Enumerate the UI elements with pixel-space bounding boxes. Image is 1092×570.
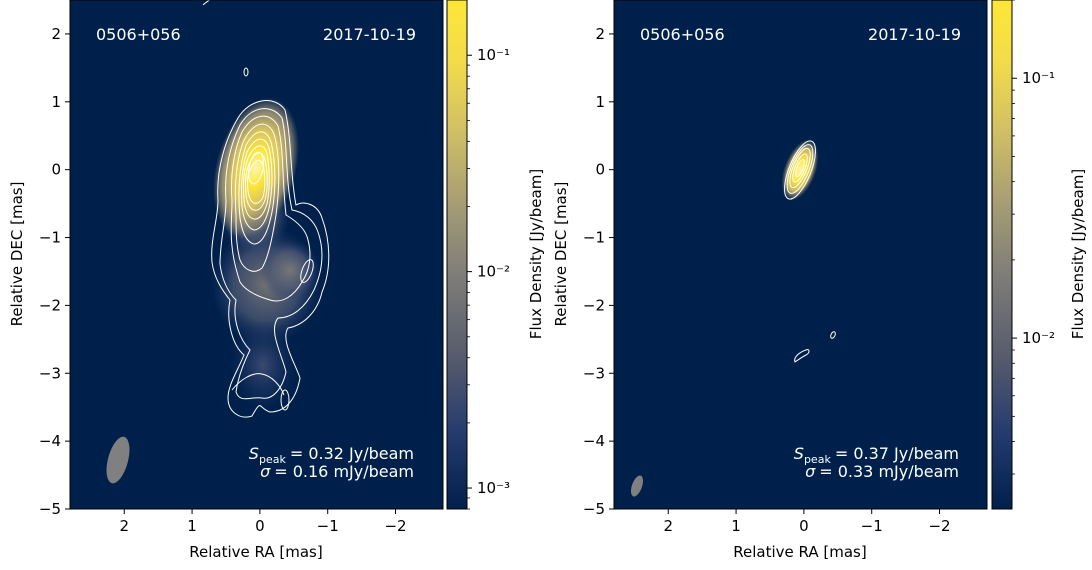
colorbar-ticks: 10⁻³ 10⁻² 10⁻¹ [467, 46, 510, 510]
contour [244, 152, 268, 211]
contours [202, 0, 330, 418]
date-label: 2017-10-19 [868, 25, 961, 44]
contour [230, 115, 311, 302]
panel-left: 0506+056 2017-10-19 Speak = 0.32 Jy/beam … [8, 0, 545, 561]
jet-component [231, 320, 295, 410]
y-tick-label: 2 [51, 25, 61, 43]
colorbar-tick-label: 10⁻² [1022, 329, 1055, 347]
x-tick-label: −2 [384, 517, 406, 535]
y-tick-label: 1 [595, 93, 605, 111]
contour [830, 331, 836, 339]
y-tick-label: −1 [583, 229, 605, 247]
contour [243, 67, 249, 77]
beam-ellipse [106, 436, 130, 484]
x-tick-label: −2 [928, 517, 950, 535]
contour [784, 140, 816, 200]
beam-ellipse [630, 475, 644, 497]
contour [219, 108, 323, 400]
x-tick-label: 0 [255, 517, 265, 535]
axis-ticks: 2 1 0 −1 −2 2 1 0 −1 −2 −3 −4 −5 [39, 25, 407, 535]
flux-image [106, 0, 330, 484]
colorbar-label: Flux Density [Jy/beam] [527, 169, 545, 339]
contours [784, 140, 836, 363]
peak-annotation: Speak = 0.37 Jy/beam [794, 444, 959, 466]
contour [238, 131, 276, 245]
colorbar-tick-label: 10⁻¹ [477, 46, 510, 64]
jet-component [260, 240, 320, 300]
y-axis-label: Relative DEC [mas] [552, 182, 570, 327]
contour [241, 138, 273, 231]
contour [211, 100, 330, 418]
contour [243, 145, 270, 220]
contour [202, 0, 211, 6]
colorbar [991, 0, 1013, 510]
sigma-annotation: σ = 0.33 mJy/beam [805, 462, 959, 481]
y-tick-label: −4 [583, 432, 605, 450]
source-label: 0506+056 [640, 25, 725, 44]
date-label: 2017-10-19 [323, 25, 416, 44]
x-tick-label: 2 [663, 517, 673, 535]
y-tick-label: −5 [39, 500, 61, 518]
y-tick-label: 1 [51, 93, 61, 111]
contour [248, 151, 264, 185]
y-tick-label: −3 [583, 364, 605, 382]
x-tick-label: 1 [187, 517, 197, 535]
y-tick-label: 0 [595, 161, 605, 179]
contour [246, 160, 266, 204]
colorbar-tick-label: 10⁻¹ [1022, 69, 1055, 87]
x-tick-label: −1 [317, 517, 339, 535]
colorbar-ticks: 10⁻² 10⁻¹ [1012, 0, 1055, 475]
contour [231, 373, 285, 396]
x-axis-label: Relative RA [mas] [733, 543, 866, 561]
contour [234, 123, 280, 272]
y-tick-label: −2 [583, 296, 605, 314]
peak-annotation: Speak = 0.32 Jy/beam [249, 444, 414, 466]
contour [280, 389, 290, 411]
source-label: 0506+056 [96, 25, 181, 44]
y-tick-label: −5 [583, 500, 605, 518]
axis-ticks: 2 1 0 −1 −2 2 1 0 −1 −2 −3 −4 −5 [583, 25, 951, 535]
y-axis-label: Relative DEC [mas] [8, 182, 26, 327]
x-tick-label: 1 [731, 517, 741, 535]
x-tick-label: 0 [799, 517, 809, 535]
y-tick-label: −2 [39, 296, 61, 314]
colorbar-tick-label: 10⁻³ [477, 479, 510, 497]
contour [792, 153, 808, 183]
y-tick-label: −4 [39, 432, 61, 450]
contour [300, 259, 314, 283]
x-axis-label: Relative RA [mas] [189, 543, 322, 561]
image-background [614, 0, 987, 509]
x-tick-label: 2 [119, 517, 129, 535]
y-tick-label: 2 [595, 25, 605, 43]
colorbar [446, 0, 468, 510]
x-tick-label: −1 [861, 517, 883, 535]
axes-frame [613, 0, 988, 510]
contour [795, 159, 805, 177]
panel-right: 0506+056 2017-10-19 Speak = 0.37 Jy/beam … [552, 0, 1087, 561]
y-tick-label: −3 [39, 364, 61, 382]
y-tick-label: −1 [39, 229, 61, 247]
colorbar-tick-label: 10⁻² [477, 263, 510, 281]
colorbar-label: Flux Density [Jy/beam] [1069, 169, 1087, 339]
y-tick-label: 0 [51, 161, 61, 179]
contour [786, 144, 814, 194]
axes-frame [69, 0, 444, 510]
flux-image [630, 139, 836, 497]
sigma-annotation: σ = 0.16 mJy/beam [260, 462, 414, 481]
contour [794, 349, 810, 363]
contour [789, 147, 811, 189]
